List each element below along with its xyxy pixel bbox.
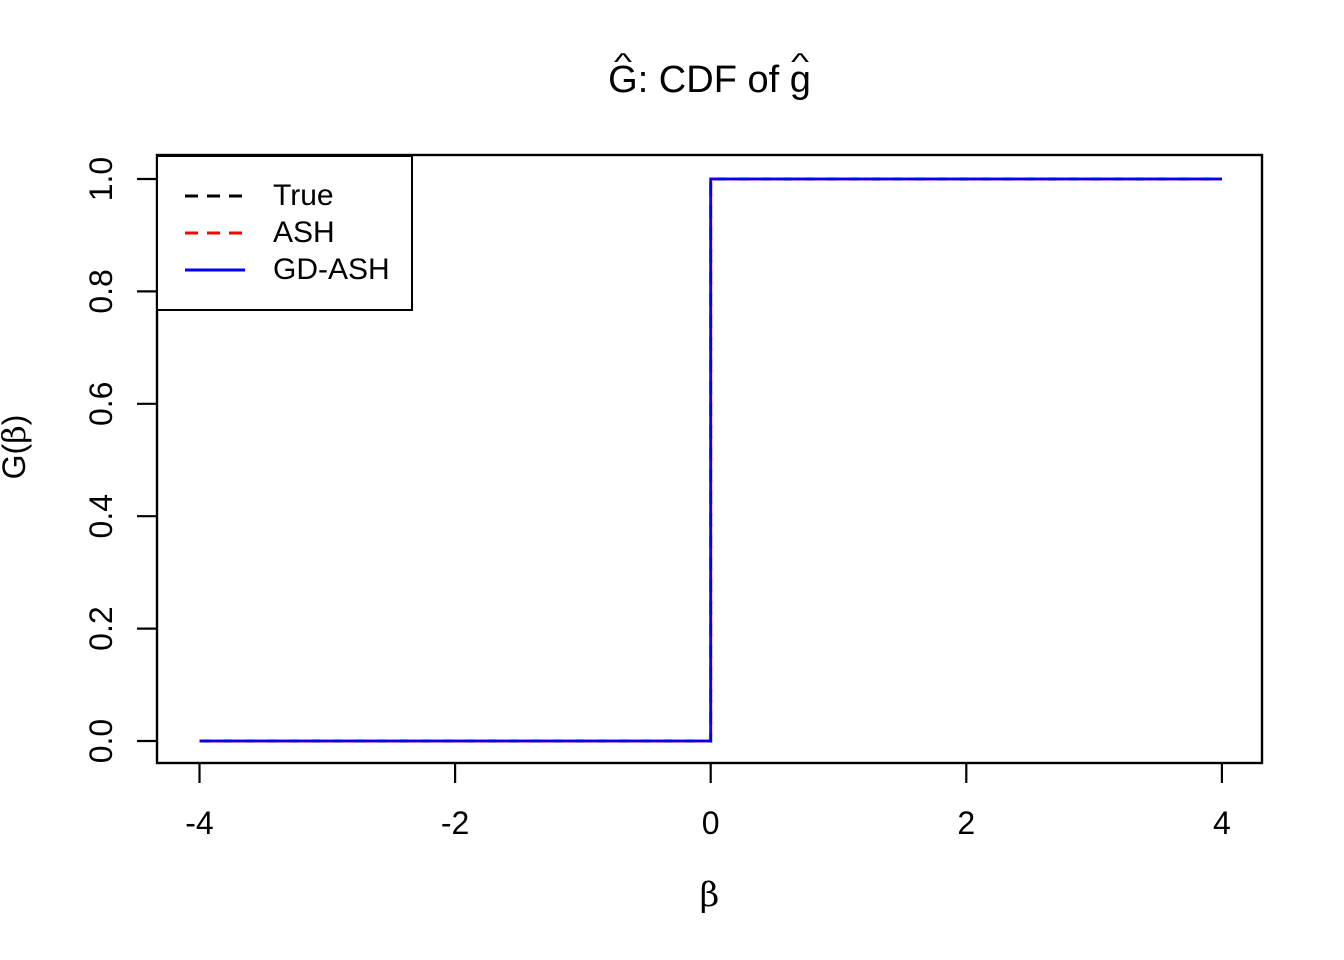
hat-accent: ^ — [791, 49, 810, 77]
y-tick-label: 0.4 — [83, 494, 119, 538]
chart-title: ^ G: CDF of ^ g — [157, 49, 1262, 101]
hat-accent: ^ — [613, 49, 632, 77]
x-tick-label: -2 — [441, 805, 469, 841]
hat-accent: ^ — [0, 459, 10, 474]
legend-row: True — [158, 177, 411, 214]
x-tick-label: 2 — [957, 805, 975, 841]
hat-accented-letter: ^ g — [789, 49, 811, 101]
x-tick-label: 4 — [1213, 805, 1231, 841]
legend-line-sample — [185, 268, 245, 271]
y-axis-title: ^G(β) — [0, 415, 33, 480]
legend-line-sample — [185, 194, 245, 197]
legend-line-sample — [185, 231, 245, 234]
x-tick-label: 0 — [702, 805, 720, 841]
y-tick-label: 0.0 — [83, 719, 119, 763]
plot-border — [155, 153, 1264, 765]
series-line-gd-ash — [199, 177, 1222, 743]
legend-row: GD-ASH — [158, 251, 411, 288]
label-text: ) — [0, 415, 32, 426]
x-tick-label: -4 — [185, 805, 213, 841]
x-axis-title: β — [699, 875, 720, 915]
label-text: : CDF of — [637, 59, 790, 101]
legend-entry-label: True — [273, 178, 334, 212]
legend-entry-label: ASH — [273, 215, 335, 249]
legend-box: True ASH GD-ASH — [156, 155, 413, 311]
y-tick-label: 0.6 — [83, 382, 119, 426]
hat-accented-letter: ^G — [0, 454, 32, 479]
legend-row: ASH — [158, 214, 411, 251]
y-tick-label: 1.0 — [83, 157, 119, 201]
y-tick-label: 0.8 — [83, 269, 119, 313]
hat-accented-letter: ^G — [608, 49, 638, 101]
label-text: β — [0, 425, 33, 444]
legend-entry-label: GD-ASH — [273, 252, 390, 286]
label-text: ( — [0, 444, 32, 455]
y-tick-label: 0.2 — [83, 606, 119, 650]
